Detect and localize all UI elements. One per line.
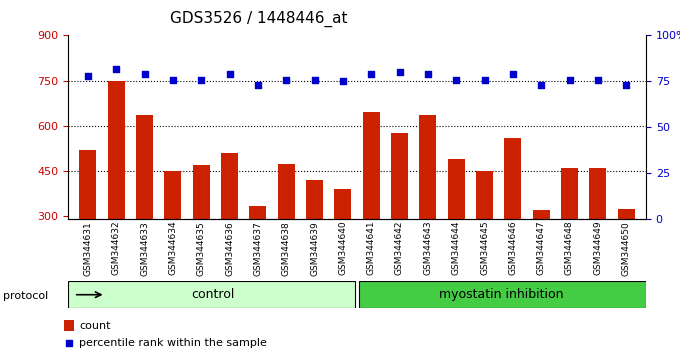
Bar [335, 189, 352, 307]
Bar [505, 138, 522, 307]
Point [337, 79, 348, 84]
Bar [447, 159, 464, 307]
Bar [532, 210, 549, 307]
FancyBboxPatch shape [68, 281, 355, 308]
Point [281, 77, 292, 82]
Bar [107, 81, 124, 307]
Bar [250, 206, 267, 307]
Text: count: count [80, 321, 111, 331]
Bar [617, 209, 634, 307]
Point [252, 82, 263, 88]
Point [309, 77, 320, 82]
Point [196, 77, 207, 82]
Bar [391, 133, 408, 307]
Bar [80, 150, 97, 307]
Bar [64, 320, 74, 331]
Text: percentile rank within the sample: percentile rank within the sample [80, 338, 267, 348]
Bar [136, 115, 153, 307]
Point [422, 71, 433, 77]
Bar [590, 168, 607, 307]
FancyBboxPatch shape [359, 281, 646, 308]
Point [366, 71, 377, 77]
Bar [192, 165, 209, 307]
Point [621, 82, 632, 88]
Bar [362, 112, 379, 307]
Bar [561, 168, 578, 307]
Point [63, 340, 74, 346]
Point [564, 77, 575, 82]
Bar [221, 153, 238, 307]
Point [592, 77, 603, 82]
Bar [420, 115, 437, 307]
Point [167, 77, 178, 82]
Point [139, 71, 150, 77]
Point [394, 69, 405, 75]
Text: GDS3526 / 1448446_at: GDS3526 / 1448446_at [169, 11, 347, 27]
Point [479, 77, 490, 82]
Text: control: control [191, 288, 234, 301]
Bar [476, 171, 493, 307]
Text: protocol: protocol [3, 291, 49, 301]
Text: myostatin inhibition: myostatin inhibition [439, 288, 564, 301]
Point [82, 73, 93, 79]
Bar [277, 164, 294, 307]
Point [536, 82, 547, 88]
Bar [306, 180, 323, 307]
Point [111, 66, 122, 72]
Point [451, 77, 462, 82]
Point [507, 71, 518, 77]
Point [224, 71, 235, 77]
Bar [165, 171, 182, 307]
